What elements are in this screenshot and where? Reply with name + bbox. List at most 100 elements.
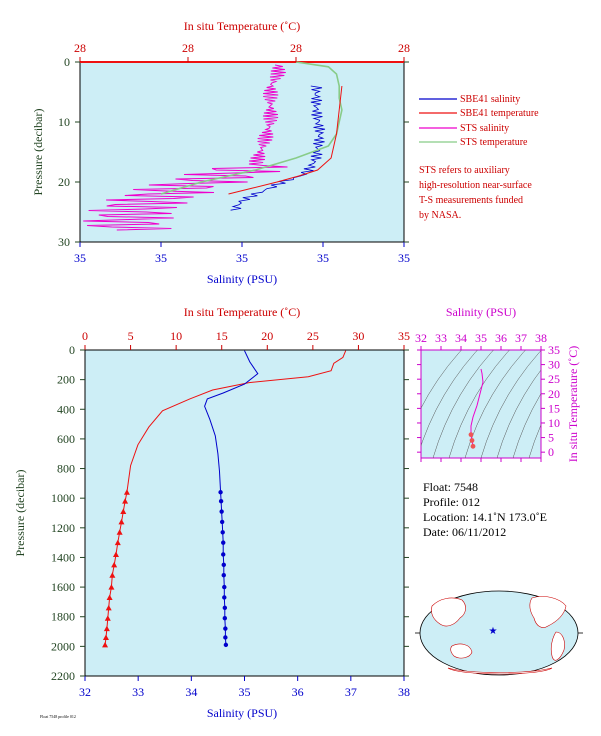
temperature-marker-12	[123, 489, 130, 495]
ts-temp-tick-label-0: 0	[548, 445, 554, 459]
salinity-marker-18	[221, 562, 226, 568]
bottom-temperature-line	[104, 350, 347, 645]
top-pressure-tick-label-1: 10	[58, 115, 70, 129]
bottom-temp-tick-label-2: 10	[170, 329, 182, 343]
ts-salinity-tick-label-4: 36	[495, 331, 507, 345]
bottom-pressure-axis-title: Pressure (decibar)	[13, 470, 27, 557]
temperature-marker-21	[108, 584, 115, 590]
ts-salinity-tick-label-6: 38	[535, 331, 547, 345]
map-land-asia	[431, 597, 466, 627]
density-contour-2	[432, 350, 494, 458]
float-id-line: Float: 7548	[423, 480, 478, 494]
ts-salinity-tick-label-0: 32	[415, 331, 427, 345]
bottom-salinity-tick-label-5: 37	[345, 685, 357, 699]
salinity-marker-20	[222, 584, 227, 590]
temperature-marker-22	[106, 594, 113, 600]
bottom-pressure-tick-label-9: 1800	[51, 610, 75, 624]
bottom-temp-tick-label-4: 20	[261, 329, 273, 343]
salinity-marker-23	[222, 616, 228, 621]
bottom-temp-tick-label-5: 25	[307, 329, 319, 343]
bottom-temp-axis-title: In situ Temperature (˚C)	[184, 305, 301, 319]
top-salinity-tick-label-3: 35	[317, 251, 329, 265]
salinity-marker-22	[222, 605, 228, 611]
ts-profile-series	[468, 368, 484, 449]
ts-density-contours	[421, 350, 541, 458]
salinity-marker-12	[218, 498, 224, 504]
ts-temp-tick-label-4: 20	[548, 387, 560, 401]
ts-temp-axis-title: In situ Temperature (˚C)	[566, 346, 580, 463]
top-salinity-axis-title: Salinity (PSU)	[207, 272, 277, 286]
ts-temp-tick-label-2: 10	[548, 416, 560, 430]
sbe41-salinity-line	[230, 85, 326, 211]
bottom-pressure-tick-label-4: 800	[57, 462, 75, 476]
bottom-pressure-tick-label-8: 1600	[51, 580, 75, 594]
salinity-marker-19	[221, 573, 226, 578]
sts-note-line-2: high-resolution near-surface	[419, 180, 532, 191]
top-panel: 28 28 28 28 35 35 35 35 35 0 10 20 30 In situ Temper…	[31, 19, 410, 286]
top-salinity-tick-label-2: 35	[236, 251, 248, 265]
bottom-salinity-tick-label-3: 35	[239, 685, 251, 699]
bottom-salinity-tick-label-4: 36	[292, 685, 304, 699]
salinity-marker-14	[219, 519, 225, 525]
temperature-marker-23	[105, 604, 112, 611]
temperature-marker-17	[114, 539, 121, 546]
ts-salinity-tick-label-2: 34	[455, 331, 467, 345]
bottom-salinity-tick-label-0: 32	[79, 685, 91, 699]
map-land-south-america	[550, 631, 565, 661]
salinity-marker-11	[218, 490, 223, 495]
temperature-marker-26	[102, 634, 109, 640]
temperature-marker-13	[122, 498, 129, 504]
top-pressure-tick-label-3: 30	[58, 235, 70, 249]
bottom-pressure-tick-label-1: 200	[57, 373, 75, 387]
map-land-north-america	[529, 596, 567, 628]
legend-label-sts-temperature: STS temperature	[460, 137, 528, 148]
salinity-marker-24	[223, 626, 228, 631]
float-info: Float: 7548 Profile: 012 Location: 14.1˚…	[423, 480, 547, 539]
top-pressure-tick-label-0: 0	[64, 55, 70, 69]
ts-temp-tick-label-1: 5	[548, 431, 554, 445]
bottom-temp-tick-label-1: 5	[128, 329, 134, 343]
ts-plot-area	[420, 349, 542, 459]
top-legend: SBE41 salinity SBE41 temperature STS sal…	[419, 94, 539, 148]
bottom-temp-tick-label-3: 15	[216, 329, 228, 343]
map-land-australia	[450, 643, 473, 659]
date-line: Date: 06/11/2012	[423, 525, 506, 539]
bottom-plot-axes: 0 5 10 15 20 25 30 35 32 33 34 35 36 37 38 0 200 400 600 80…	[51, 329, 410, 699]
top-salinity-tick-label-1: 35	[155, 251, 167, 265]
bottom-pressure-tick-label-10: 2000	[51, 639, 75, 653]
ts-salinity-tick-label-1: 33	[435, 331, 447, 345]
map-land-antarctica	[447, 667, 553, 675]
density-contour-8	[528, 424, 541, 458]
ts-temp-tick-label-5: 25	[548, 372, 560, 386]
top-temp-tick-label-1: 28	[182, 41, 194, 55]
top-pressure-tick-label-2: 20	[58, 175, 70, 189]
bottom-temp-tick-label-0: 0	[82, 329, 88, 343]
salinity-marker-21	[222, 595, 227, 600]
density-contour-5	[480, 350, 541, 458]
bottom-pressure-tick-label-2: 400	[57, 402, 75, 416]
sbe41-temperature-line	[228, 85, 343, 195]
profile-line: Profile: 012	[423, 495, 480, 509]
top-salinity-tick-label-0: 35	[74, 251, 86, 265]
bottom-salinity-tick-label-2: 34	[185, 685, 197, 699]
bottom-pressure-tick-label-11: 2200	[51, 669, 75, 683]
density-contour-7	[512, 393, 541, 458]
bottom-salinity-tick-label-6: 38	[398, 685, 410, 699]
world-map: ★	[415, 590, 583, 676]
salinity-marker-26	[223, 642, 229, 648]
bottom-pressure-tick-label-3: 600	[57, 432, 75, 446]
ts-temp-tick-label-6: 30	[548, 358, 560, 372]
float-location-star-icon: ★	[489, 626, 498, 637]
sts-note-line-3: T-S measurements funded	[419, 195, 523, 206]
bottom-pressure-tick-label-7: 1400	[51, 550, 75, 564]
temperature-marker-25	[103, 625, 110, 632]
temperature-marker-27	[102, 641, 109, 648]
bottom-panel: 0 5 10 15 20 25 30 35 32 33 34 35 36 37 38 0 200 400 600 80…	[13, 305, 410, 720]
density-contour-4	[464, 350, 526, 458]
top-temp-tick-label-0: 28	[74, 41, 86, 55]
top-plot-series	[80, 61, 404, 231]
temperature-marker-16	[116, 529, 123, 535]
top-plot-area	[79, 61, 405, 243]
sts-temperature-line	[160, 61, 343, 195]
